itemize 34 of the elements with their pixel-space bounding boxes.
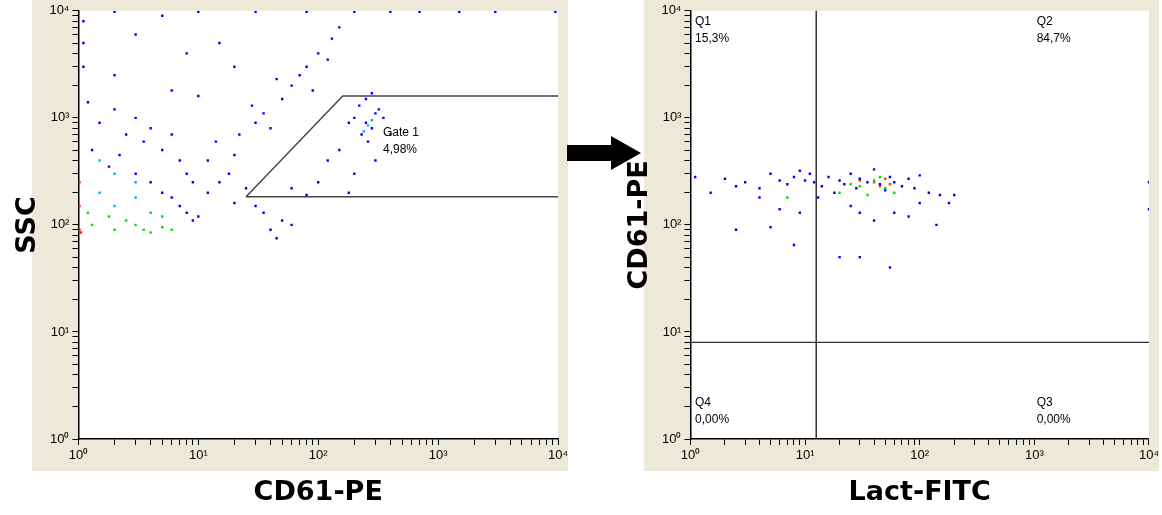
annotation: Gate 1	[382, 125, 420, 140]
y-axis-title: CD61-PE	[622, 160, 654, 290]
x-tick-label: 10¹	[795, 447, 816, 463]
x-tick-label: 10³	[428, 447, 449, 463]
y-tick-label: 10⁴	[661, 2, 682, 18]
y-tick-label: 10²	[50, 216, 71, 232]
annotation: 0,00%	[1036, 412, 1071, 427]
annotation: 84,7%	[1036, 30, 1071, 45]
y-tick-label: 10¹	[50, 323, 71, 339]
x-tick-label: 10¹	[188, 447, 209, 463]
y-tick-label: 10²	[662, 216, 683, 232]
annotation: Q2	[1036, 13, 1053, 28]
y-tick-label: 10⁴	[49, 2, 70, 18]
x-axis-title: CD61-PE	[253, 474, 383, 506]
y-tick-label: 10³	[662, 109, 683, 125]
x-tick-label: 10⁰	[68, 447, 89, 463]
y-tick-label: 10⁰	[661, 430, 682, 446]
annotation: 4,98%	[382, 142, 418, 157]
x-axis-title: Lact-FITC	[848, 474, 991, 506]
x-tick-label: 10³	[1024, 447, 1045, 463]
annotation: 0,00%	[695, 412, 730, 427]
y-axis-title: SSC	[10, 196, 42, 254]
x-tick-label: 10⁰	[680, 447, 701, 463]
annotation: 15,3%	[695, 30, 730, 45]
x-tick-label: 10⁴	[547, 447, 569, 463]
annotation: Q3	[1036, 394, 1053, 409]
x-tick-label: 10²	[910, 447, 930, 463]
y-tick-label: 10¹	[662, 323, 683, 339]
x-tick-label: 10⁴	[1138, 447, 1159, 463]
x-tick-label: 10²	[308, 447, 329, 463]
y-tick-label: 10⁰	[49, 430, 70, 446]
y-tick-label: 10³	[50, 109, 71, 125]
annotation: Q4	[695, 394, 712, 409]
annotation: Q1	[695, 13, 712, 28]
